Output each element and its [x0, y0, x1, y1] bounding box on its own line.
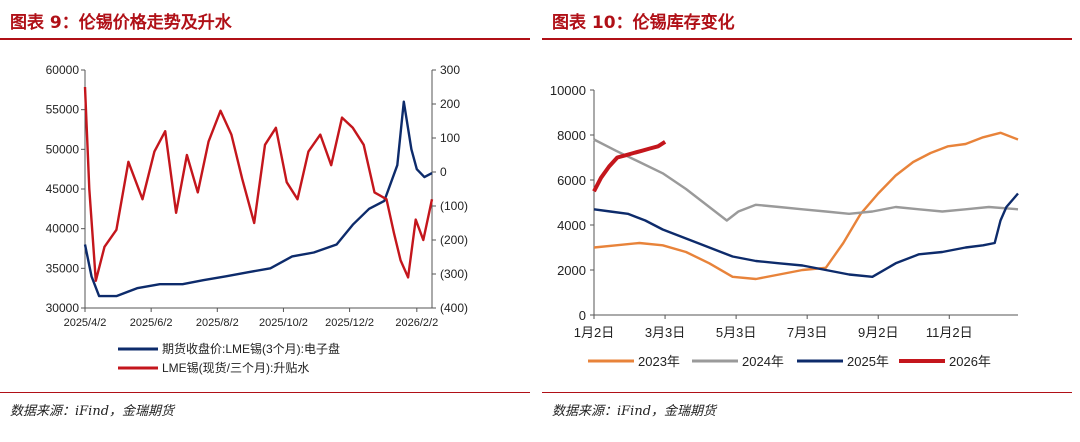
lme-tin-price-chart: 60000 55000 50000 45000 40000 35000 30000 300 20… [46, 63, 468, 375]
left-figure-panel: 图表 9：伦锡价格走势及升水 60000 55000 50000 45000 40000… [0, 0, 530, 442]
series-line-2024 [593, 138, 1019, 222]
y-tick-label: 10000 [550, 83, 586, 98]
right-title-rule [542, 38, 1072, 40]
x-tick-label: 3月3日 [645, 325, 685, 340]
series-line-spot-premium [83, 86, 434, 282]
right-y-tick-label: 300 [440, 63, 460, 77]
x-tick-label: 5月3日 [716, 325, 756, 340]
right-figure-title: 图表 10：伦锡库存变化 [552, 13, 735, 33]
left-y-tick-label: 30000 [46, 301, 80, 315]
left-bottom-rule [0, 392, 530, 393]
right-y-tick-label: 100 [440, 131, 460, 145]
series-line-2023 [593, 131, 1019, 281]
series-line-2025 [593, 192, 1019, 278]
series-line-futures-close [83, 100, 433, 298]
right-y-tick-label: 200 [440, 97, 460, 111]
x-tick-label: 7月3日 [787, 325, 827, 340]
legend-label: 2023年 [638, 354, 680, 369]
left-y-tick-label: 55000 [46, 103, 80, 117]
x-tick-label: 2026/2/2 [395, 317, 438, 329]
left-y-tick-label: 60000 [46, 63, 80, 77]
x-tick-label: 2025/12/2 [325, 317, 374, 329]
x-tick-label: 11月2日 [926, 325, 973, 340]
x-tick-label: 2025/8/2 [196, 317, 239, 329]
x-tick-label: 2025/6/2 [130, 317, 173, 329]
right-y-tick-label: (400) [440, 301, 468, 315]
y-tick-label: 8000 [557, 128, 586, 143]
legend-label: 2024年 [742, 354, 784, 369]
left-figure-title: 图表 9：伦锡价格走势及升水 [10, 13, 232, 33]
right-figure-panel: 图表 10：伦锡库存变化 10000 8000 6000 4000 2000 0 1月2日 3… [542, 0, 1072, 442]
x-tick-label: 2025/4/2 [64, 317, 107, 329]
left-y-tick-label: 40000 [46, 222, 80, 236]
legend-label: LME锡(现货/三个月):升贴水 [162, 360, 309, 375]
right-y-tick-label: (300) [440, 267, 468, 281]
legend-label: 2025年 [847, 354, 889, 369]
legend-label: 期货收盘价:LME锡(3个月):电子盘 [162, 341, 340, 356]
y-tick-label: 0 [579, 308, 586, 323]
right-bottom-rule [542, 392, 1072, 393]
right-source-note: 数据来源：iFind，金瑞期货 [552, 404, 717, 419]
left-y-tick-label: 35000 [46, 261, 80, 275]
legend-label: 2026年 [949, 354, 991, 369]
right-y-tick-label: (200) [440, 233, 468, 247]
y-tick-label: 4000 [557, 218, 586, 233]
left-y-tick-label: 50000 [46, 142, 80, 156]
x-tick-label: 1月2日 [574, 325, 614, 340]
x-tick-label: 9月2日 [858, 325, 898, 340]
y-tick-label: 2000 [557, 263, 586, 278]
series-line-2026 [592, 140, 667, 193]
x-tick-label: 2025/10/2 [259, 317, 308, 329]
left-source-note: 数据来源：iFind，金瑞期货 [10, 404, 175, 419]
left-title-rule [0, 38, 530, 40]
y-tick-label: 6000 [557, 173, 586, 188]
right-y-tick-label: (100) [440, 199, 468, 213]
left-y-tick-label: 45000 [46, 182, 80, 196]
right-y-tick-label: 0 [440, 165, 447, 179]
lme-tin-inventory-chart: 10000 8000 6000 4000 2000 0 1月2日 3月3日 5月3日 7月3日 9月… [550, 83, 1019, 369]
